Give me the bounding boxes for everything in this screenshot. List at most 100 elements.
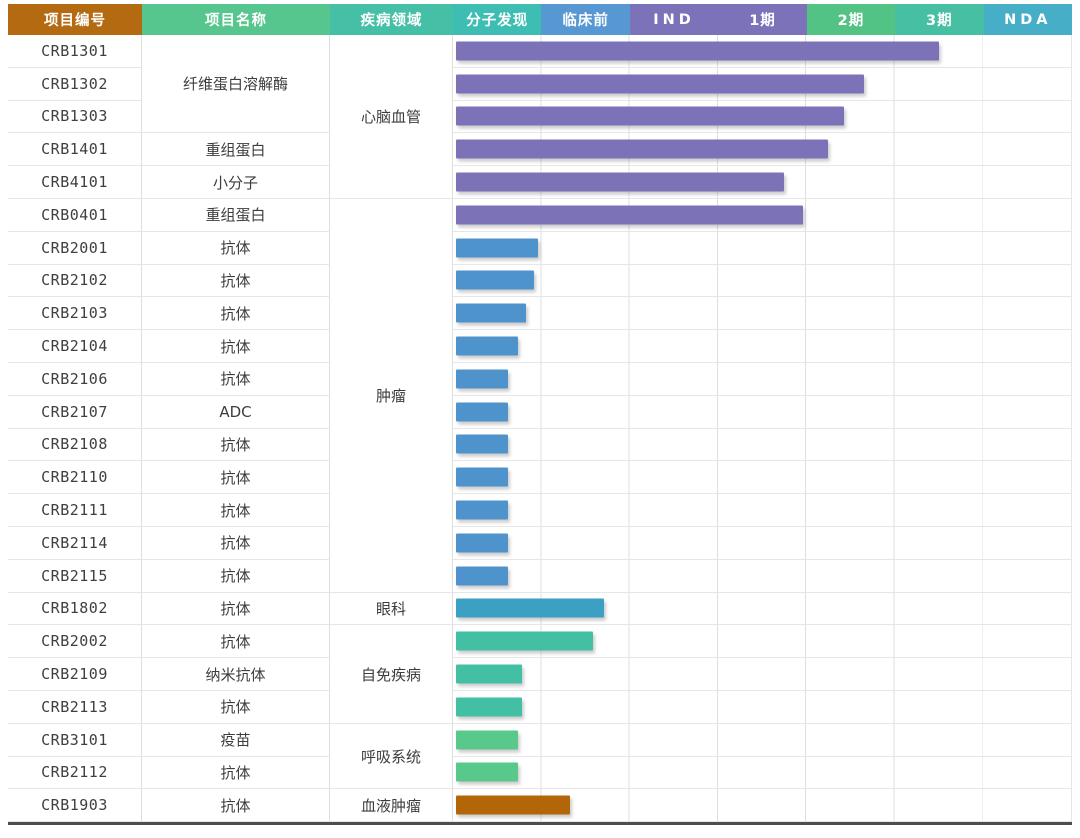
pipeline-bar <box>456 664 523 684</box>
disease-area-cell: 眼科 <box>330 592 453 626</box>
project-name-cell: 小分子 <box>142 166 330 199</box>
stage-lane <box>453 559 1072 593</box>
pipeline-bar <box>456 795 571 815</box>
project-code-cell: CRB2001 <box>8 231 142 265</box>
project-name-cell: ADC <box>142 395 330 429</box>
project-code-cell: CRB2113 <box>8 690 142 724</box>
pipeline-bar <box>456 74 865 94</box>
stage-lane <box>453 723 1072 757</box>
stage-lane <box>453 231 1072 265</box>
project-code-cell: CRB2110 <box>8 461 142 495</box>
stage-lane <box>453 264 1072 298</box>
project-name-cell: 抗体 <box>142 625 330 659</box>
project-code-cell: CRB1401 <box>8 133 142 167</box>
project-code-cell: CRB2107 <box>8 395 142 429</box>
stage-lane <box>453 198 1072 232</box>
project-code-cell: CRB2106 <box>8 362 142 396</box>
project-name-cell: 抗体 <box>142 592 330 626</box>
stage-lane <box>453 789 1072 823</box>
stage-lane <box>453 756 1072 790</box>
project-code-cell: CRB2002 <box>8 625 142 659</box>
project-code-cell: CRB1802 <box>8 592 142 626</box>
header-project-name: 项目名称 <box>142 4 330 35</box>
project-code-cell: CRB2109 <box>8 658 142 691</box>
pipeline-bar <box>456 238 539 258</box>
disease-area-cell: 呼吸系统 <box>330 723 453 790</box>
header-disease-area: 疾病领域 <box>330 4 453 35</box>
disease-area-cell: 自免疾病 <box>330 625 453 724</box>
project-name-cell: 抗体 <box>142 264 330 298</box>
project-code-cell: CRB1903 <box>8 789 142 823</box>
pipeline-bar <box>456 172 785 192</box>
stage-lane <box>453 461 1072 495</box>
project-code-cell: CRB3101 <box>8 723 142 757</box>
project-code-cell: CRB2103 <box>8 297 142 331</box>
stage-lane <box>453 690 1072 724</box>
project-code-cell: CRB1301 <box>8 35 142 68</box>
stage-lane <box>453 494 1072 527</box>
project-code-cell: CRB1303 <box>8 100 142 134</box>
project-code-cell: CRB2112 <box>8 756 142 790</box>
project-name-cell: 抗体 <box>142 559 330 593</box>
pipeline-table: 项目编号 项目名称 疾病领域 分子发现 临床前 IND 1期 2期 3期 NDA… <box>8 4 1072 826</box>
stage-lane <box>453 100 1072 134</box>
stage-lane <box>453 526 1072 560</box>
project-name-cell: 抗体 <box>142 362 330 396</box>
pipeline-bar <box>456 270 535 290</box>
stage-lane <box>453 362 1072 396</box>
stage-lane <box>453 658 1072 691</box>
project-name-cell: 纳米抗体 <box>142 658 330 691</box>
project-name-cell: 抗体 <box>142 526 330 560</box>
pipeline-bar <box>456 631 593 651</box>
stage-lane <box>453 395 1072 429</box>
project-name-cell: 抗体 <box>142 690 330 724</box>
project-code-cell: CRB1302 <box>8 67 142 101</box>
pipeline-bar <box>456 402 508 422</box>
pipeline-bar <box>456 205 804 225</box>
pipeline-bar <box>456 533 508 553</box>
header-stage-nda: NDA <box>983 4 1072 35</box>
stage-lane <box>453 133 1072 167</box>
stage-lane <box>453 330 1072 363</box>
project-code-cell: CRB2108 <box>8 428 142 462</box>
pipeline-bar <box>456 434 508 454</box>
disease-area-cell: 心脑血管 <box>330 35 453 199</box>
header-stage-ind: IND <box>629 4 719 35</box>
project-name-cell: 重组蛋白 <box>142 198 330 232</box>
project-name-cell: 抗体 <box>142 428 330 462</box>
stage-lane <box>453 428 1072 462</box>
pipeline-bar <box>456 762 519 782</box>
header-stage-phase1: 1期 <box>718 4 807 35</box>
project-code-cell: CRB4101 <box>8 166 142 199</box>
disease-area-cell: 肿瘤 <box>330 198 453 593</box>
pipeline-bar <box>456 500 508 520</box>
pipeline-bar <box>456 467 508 487</box>
project-code-cell: CRB2104 <box>8 330 142 363</box>
pipeline-bar <box>456 566 508 586</box>
project-code-cell: CRB2111 <box>8 494 142 527</box>
project-code-cell: CRB0401 <box>8 198 142 232</box>
project-code-cell: CRB2114 <box>8 526 142 560</box>
header-stage-discovery: 分子发现 <box>453 4 542 35</box>
project-code-cell: CRB2115 <box>8 559 142 593</box>
pipeline-bar <box>456 598 605 618</box>
project-name-cell: 重组蛋白 <box>142 133 330 167</box>
project-name-cell: 抗体 <box>142 297 330 331</box>
header-stage-preclinical: 临床前 <box>541 4 630 35</box>
project-name-cell: 抗体 <box>142 789 330 823</box>
pipeline-bar <box>456 41 939 61</box>
project-name-cell: 抗体 <box>142 330 330 363</box>
pipeline-bar <box>456 369 508 389</box>
pipeline-bar <box>456 139 829 159</box>
pipeline-bar <box>456 697 523 717</box>
pipeline-bar <box>456 336 519 356</box>
project-name-cell: 纤维蛋白溶解酶 <box>142 35 330 134</box>
stage-lane <box>453 35 1072 68</box>
pipeline-bar <box>456 106 845 126</box>
project-code-cell: CRB2102 <box>8 264 142 298</box>
pipeline-bar <box>456 730 519 750</box>
stage-lane <box>453 297 1072 331</box>
stage-lane <box>453 625 1072 659</box>
project-name-cell: 抗体 <box>142 494 330 527</box>
pipeline-bar <box>456 303 527 323</box>
